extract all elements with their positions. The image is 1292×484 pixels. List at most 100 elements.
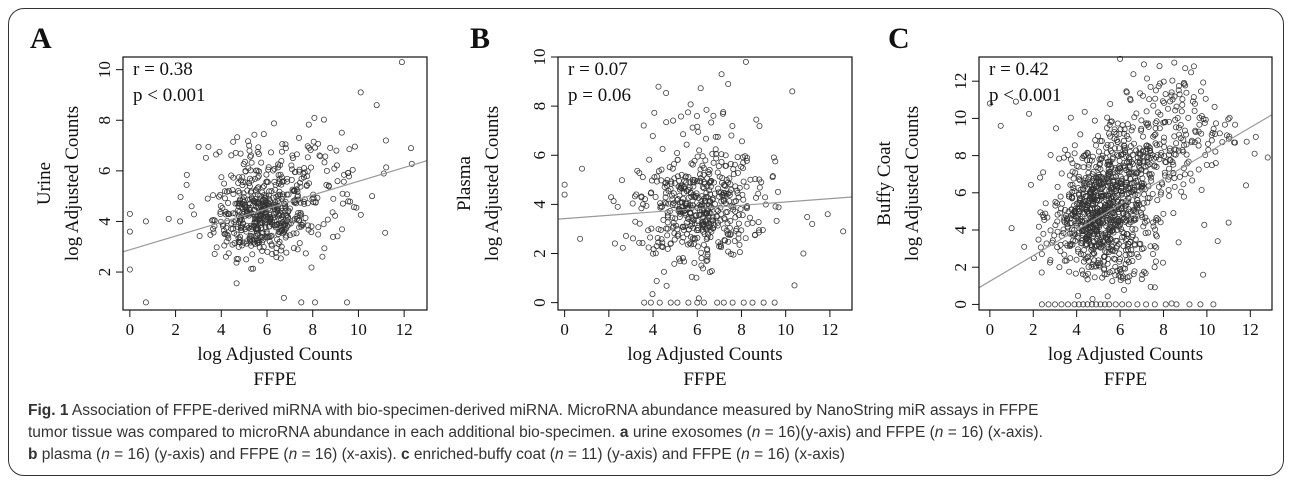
scatter-point — [1165, 176, 1172, 183]
scatter-point — [1152, 87, 1159, 94]
scatter-point — [742, 58, 749, 65]
scatter-point — [275, 192, 282, 199]
scatter-point — [1099, 274, 1106, 281]
scatter-point — [1082, 221, 1089, 227]
scatter-point — [1153, 163, 1160, 170]
scatter-point — [319, 253, 326, 260]
scatter-point — [1252, 133, 1259, 140]
scatter-point — [249, 251, 256, 258]
caption-text: = 16) (x-axis) — [749, 446, 845, 463]
scatter-point — [213, 244, 220, 251]
scatter-point — [1052, 202, 1059, 209]
scatter-point — [1081, 108, 1088, 115]
scatter-point — [1127, 95, 1134, 102]
scatter-point — [1116, 168, 1123, 175]
scatter-point — [382, 229, 389, 236]
scatter-point — [1096, 156, 1103, 163]
scatter-point — [165, 215, 172, 222]
scatter-point — [685, 109, 691, 116]
scatter-point — [1152, 95, 1159, 102]
scatter-point — [237, 233, 244, 240]
scatter-point — [743, 183, 750, 190]
x-tick-label: 0 — [560, 320, 569, 339]
scatter-point — [701, 197, 708, 204]
scatter-point — [1232, 121, 1239, 128]
scatter-point — [1116, 258, 1123, 265]
scatter-point — [756, 123, 763, 129]
scatter-point — [1054, 218, 1061, 225]
scatter-point — [1183, 151, 1190, 158]
scatter-point — [660, 216, 667, 223]
scatter-point — [685, 299, 692, 306]
scatter-point — [730, 251, 737, 258]
scatter-point — [1223, 132, 1230, 139]
scatter-point — [255, 240, 261, 247]
scatter-point — [1092, 174, 1099, 181]
y-tick-label: 6 — [951, 189, 970, 198]
scatter-point — [1091, 117, 1098, 124]
scatter-point — [1170, 170, 1177, 177]
scatter-point — [271, 214, 278, 221]
scatter-point — [296, 134, 302, 141]
scatter-point — [1100, 179, 1107, 186]
scatter-point — [1161, 169, 1168, 176]
scatter-point — [1047, 257, 1054, 264]
y-axis-label-specimen: Plasma — [454, 155, 475, 210]
scatter-point — [650, 250, 656, 257]
x-tick-label: 8 — [1159, 320, 1168, 339]
scatter-point — [1264, 154, 1271, 161]
scatter-point — [225, 250, 232, 257]
scatter-point — [1182, 82, 1189, 89]
caption-text: enriched-buffy coat ( — [409, 446, 555, 463]
scatter-point — [1155, 216, 1162, 223]
scatter-point — [1082, 193, 1089, 200]
scatter-point — [1140, 200, 1147, 207]
scatter-point — [1142, 270, 1149, 277]
scatter-point — [693, 190, 700, 197]
scatter-point — [304, 173, 310, 180]
scatter-point — [1129, 161, 1136, 168]
scatter-point — [293, 200, 300, 207]
scatter-point — [1144, 162, 1151, 169]
scatter-point — [1105, 255, 1111, 262]
scatter-point — [1112, 173, 1119, 180]
scatter-point — [708, 119, 715, 126]
scatter-point — [242, 158, 248, 165]
scatter-point — [608, 194, 615, 201]
scatter-point — [1089, 296, 1096, 302]
scatter-point — [248, 152, 255, 159]
scatter-point — [253, 167, 260, 174]
scatter-point — [235, 243, 242, 250]
scatter-point — [240, 211, 247, 217]
scatter-point — [1165, 187, 1172, 193]
scatter-point — [703, 106, 710, 113]
scatter-point — [1066, 193, 1073, 200]
scatter-point — [1251, 150, 1258, 157]
scatter-point — [1097, 189, 1104, 196]
scatter-point — [1166, 165, 1173, 172]
scatter-point — [1171, 133, 1178, 140]
scatter-point — [1152, 226, 1159, 233]
scatter-point — [1145, 229, 1152, 236]
scatter-point — [1138, 125, 1145, 132]
x-axis-sublabel: FFPE — [683, 369, 726, 390]
scatter-point — [1171, 93, 1178, 100]
scatter-point — [282, 141, 289, 148]
scatter-point — [1108, 118, 1115, 125]
scatter-point — [1098, 155, 1105, 162]
scatter-point — [1096, 161, 1103, 168]
scatter-point — [694, 299, 701, 306]
scatter-point — [1180, 148, 1187, 155]
y-tick-label: 0 — [530, 298, 549, 307]
x-axis-sublabel: FFPE — [253, 369, 296, 390]
scatter-point — [674, 197, 680, 204]
scatter-point — [1179, 101, 1186, 108]
scatter-point — [1138, 127, 1145, 134]
scatter-point — [332, 212, 339, 219]
y-tick-label: 6 — [95, 167, 114, 176]
scatter-point — [1122, 183, 1129, 190]
scatter-point — [659, 243, 666, 250]
scatter-point — [676, 192, 683, 199]
scatter-point — [1115, 206, 1122, 213]
scatter-point — [344, 170, 351, 176]
